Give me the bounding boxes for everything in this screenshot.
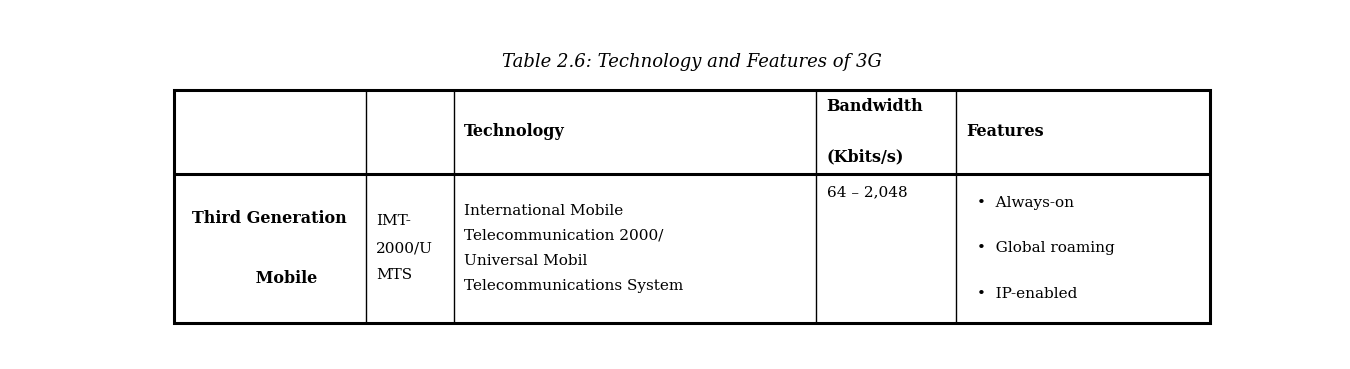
Text: •  Always-on

•  Global roaming

•  IP-enabled: • Always-on • Global roaming • IP-enable… <box>977 196 1115 301</box>
Text: Features: Features <box>967 123 1044 140</box>
Text: Bandwidth

(Kbits/s): Bandwidth (Kbits/s) <box>826 99 923 165</box>
Text: Table 2.6: Technology and Features of 3G: Table 2.6: Technology and Features of 3G <box>502 53 882 71</box>
Bar <box>174 90 1210 323</box>
Text: IMT-
2000/U
MTS: IMT- 2000/U MTS <box>377 214 433 282</box>
Text: 64 – 2,048: 64 – 2,048 <box>826 185 907 199</box>
Text: Third Generation

      Mobile: Third Generation Mobile <box>193 210 347 287</box>
Text: Technology: Technology <box>464 123 564 140</box>
Text: International Mobile
Telecommunication 2000/
Universal Mobil
Telecommunications : International Mobile Telecommunication 2… <box>464 204 683 293</box>
